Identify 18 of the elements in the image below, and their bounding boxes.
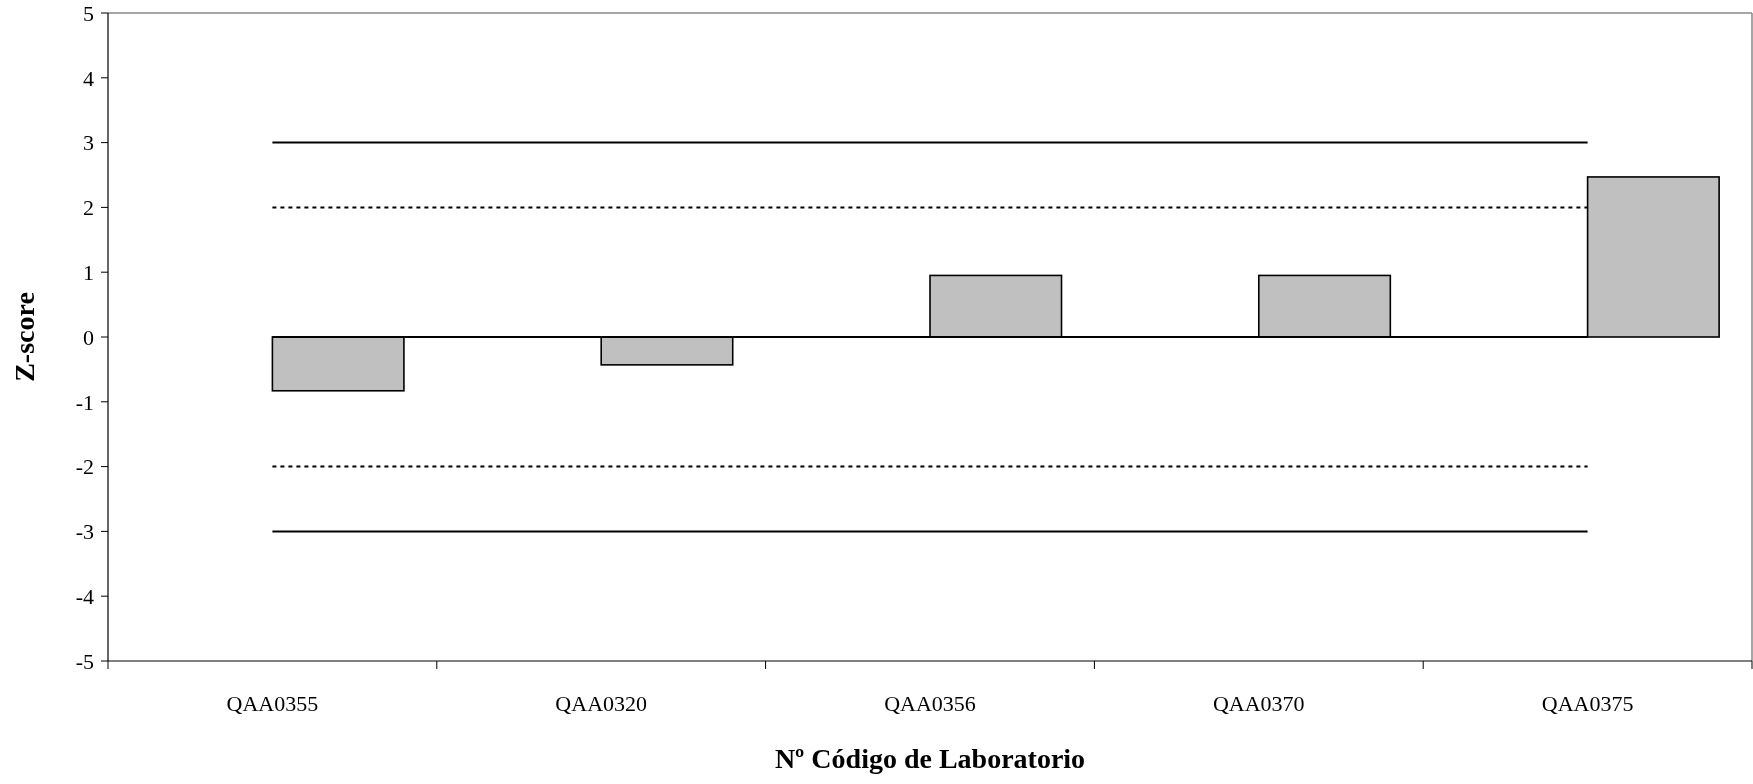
y-tick-label: -1: [75, 389, 94, 415]
x-tick-label: QAA0375: [1541, 691, 1634, 716]
y-tick-label: 2: [83, 195, 94, 221]
x-tick-label: QAA0320: [555, 691, 648, 716]
y-tick-label: -5: [75, 648, 94, 674]
x-tick-label: QAA0370: [1212, 691, 1305, 716]
y-tick-label: -2: [75, 454, 94, 480]
y-tick-label: 1: [83, 259, 94, 285]
y-tick-label: -4: [75, 583, 94, 609]
y-tick-label: 5: [83, 0, 94, 26]
y-axis-title: Z-score: [9, 292, 40, 382]
y-tick-label: 3: [83, 130, 94, 156]
y-tick-label: -3: [75, 519, 94, 545]
x-tick-label: QAA0355: [226, 691, 319, 716]
y-tick-label: 0: [83, 324, 94, 350]
x-axis-title: Nº Código de Laboratorio: [774, 743, 1086, 774]
x-tick-label: QAA0356: [884, 691, 976, 716]
y-tick-label: 4: [83, 65, 94, 91]
